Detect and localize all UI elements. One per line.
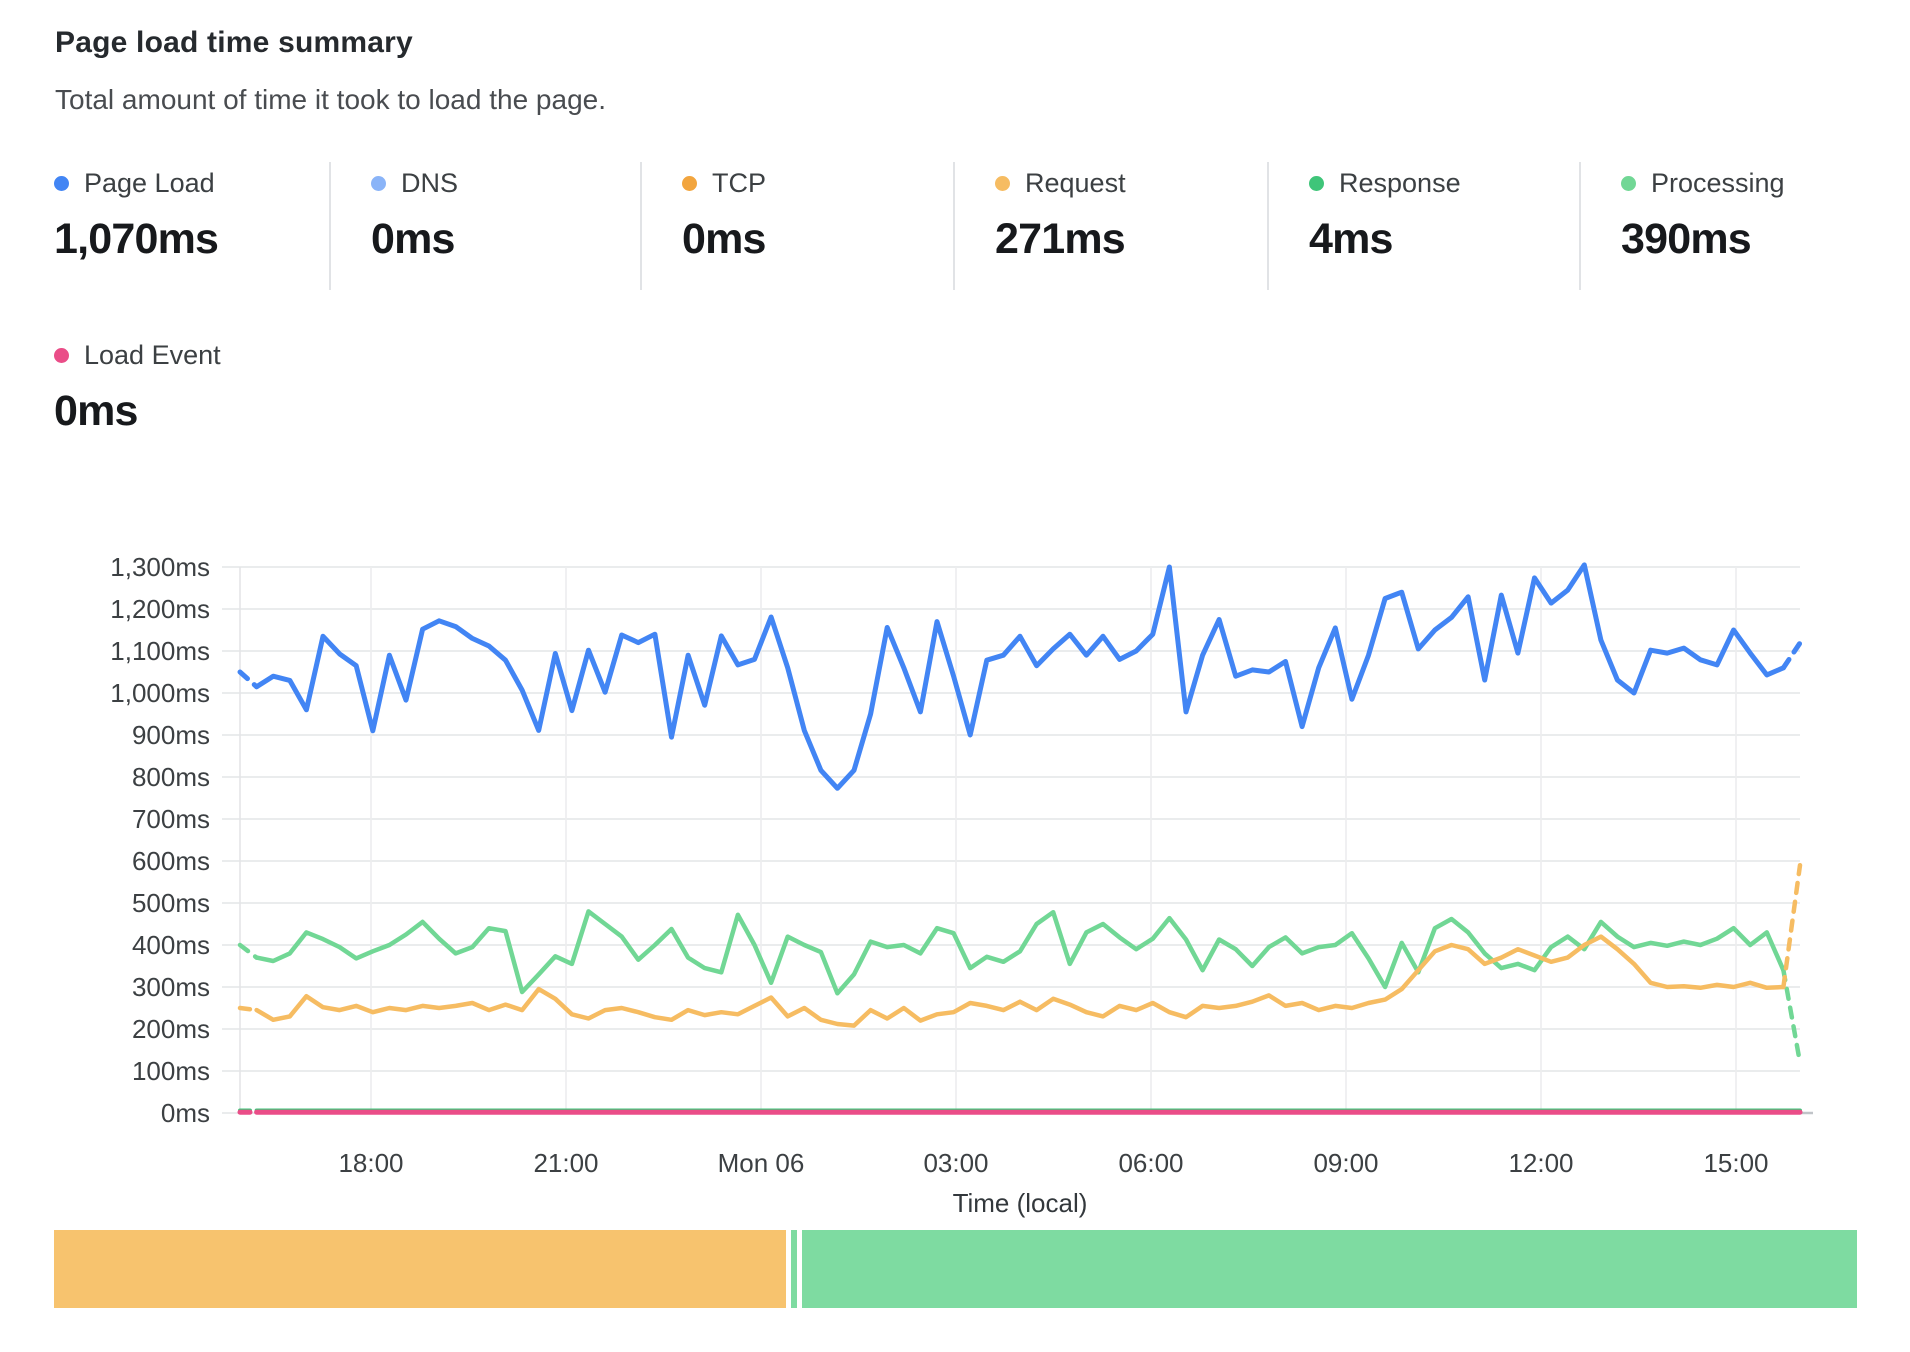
x-axis-title: Time (local) xyxy=(953,1188,1088,1218)
metric-label-load-event: Load Event xyxy=(84,340,221,370)
metric-label-tcp: TCP xyxy=(712,168,766,198)
metric-label-response: Response xyxy=(1339,168,1461,198)
metrics-summary-row: Page Load 1,070ms DNS 0ms TCP 0ms Reques… xyxy=(54,162,1909,290)
timeline-bar-segment[interactable] xyxy=(802,1230,1857,1308)
tcp-legend-dot xyxy=(682,176,697,191)
metric-request: Request 271ms xyxy=(953,162,1267,290)
processing-line xyxy=(254,909,1786,996)
x-tick-label: Mon 06 xyxy=(718,1148,805,1178)
x-tick-label: 12:00 xyxy=(1508,1148,1573,1178)
metric-tcp: TCP 0ms xyxy=(640,162,953,290)
metric-value-tcp: 0ms xyxy=(682,215,766,263)
dns-legend-dot xyxy=(371,176,386,191)
metric-value-processing: 390ms xyxy=(1621,215,1752,263)
metric-value-page-load: 1,070ms xyxy=(54,215,219,263)
metric-value-request: 271ms xyxy=(995,215,1126,263)
y-tick-label: 500ms xyxy=(132,888,210,918)
metric-value-load-event: 0ms xyxy=(54,387,138,435)
y-tick-label: 900ms xyxy=(132,720,210,750)
metric-page-load: Page Load 1,070ms xyxy=(54,162,329,290)
y-tick-label: 200ms xyxy=(132,1014,210,1044)
timeline-bar-gap xyxy=(797,1230,802,1308)
request-legend-dot xyxy=(995,176,1010,191)
y-tick-label: 400ms xyxy=(132,930,210,960)
y-tick-label: 300ms xyxy=(132,972,210,1002)
metric-label-page-load: Page Load xyxy=(84,168,215,198)
timeline-bar[interactable] xyxy=(54,1230,1857,1308)
metric-value-dns: 0ms xyxy=(371,215,455,263)
x-tick-label: 09:00 xyxy=(1313,1148,1378,1178)
y-tick-label: 1,300ms xyxy=(110,552,210,582)
y-tick-label: 800ms xyxy=(132,762,210,792)
metric-load-event: Load Event 0ms xyxy=(54,334,221,462)
response-legend-dot xyxy=(1309,176,1324,191)
x-tick-label: 03:00 xyxy=(923,1148,988,1178)
processing-legend-dot xyxy=(1621,176,1636,191)
metric-label-dns: DNS xyxy=(401,168,459,198)
timeline-bar-gap xyxy=(786,1230,791,1308)
y-tick-label: 1,000ms xyxy=(110,678,210,708)
metric-processing: Processing 390ms xyxy=(1579,162,1909,290)
x-tick-label: 06:00 xyxy=(1118,1148,1183,1178)
metric-label-processing: Processing xyxy=(1651,168,1785,198)
metric-response: Response 4ms xyxy=(1267,162,1579,290)
metrics-summary-row-2: Load Event 0ms xyxy=(54,334,221,462)
x-tick-label: 21:00 xyxy=(533,1148,598,1178)
y-tick-label: 0ms xyxy=(161,1098,210,1128)
metric-dns: DNS 0ms xyxy=(329,162,640,290)
timeseries-chart[interactable]: 0ms 100ms 200ms 300ms 400ms 500ms 600ms 700ms 80… xyxy=(0,540,1910,1240)
page-subtitle: Total amount of time it took to load the… xyxy=(55,84,607,115)
y-tick-label: 100ms xyxy=(132,1056,210,1086)
page-title: Page load time summary xyxy=(55,26,413,59)
y-tick-label: 600ms xyxy=(132,846,210,876)
page-load-line xyxy=(254,562,1786,791)
load-event-legend-dot xyxy=(54,348,69,363)
timeline-bar-segment[interactable] xyxy=(54,1230,786,1308)
y-tick-label: 700ms xyxy=(132,804,210,834)
metric-label-request: Request xyxy=(1025,168,1126,198)
y-tick-label: 1,200ms xyxy=(110,594,210,624)
x-tick-label: 15:00 xyxy=(1703,1148,1768,1178)
x-tick-label: 18:00 xyxy=(338,1148,403,1178)
request-line xyxy=(254,934,1786,1028)
metric-value-response: 4ms xyxy=(1309,215,1393,263)
y-tick-label: 1,100ms xyxy=(110,636,210,666)
page-load-legend-dot xyxy=(54,176,69,191)
timeline-bar-segment[interactable] xyxy=(791,1230,797,1308)
